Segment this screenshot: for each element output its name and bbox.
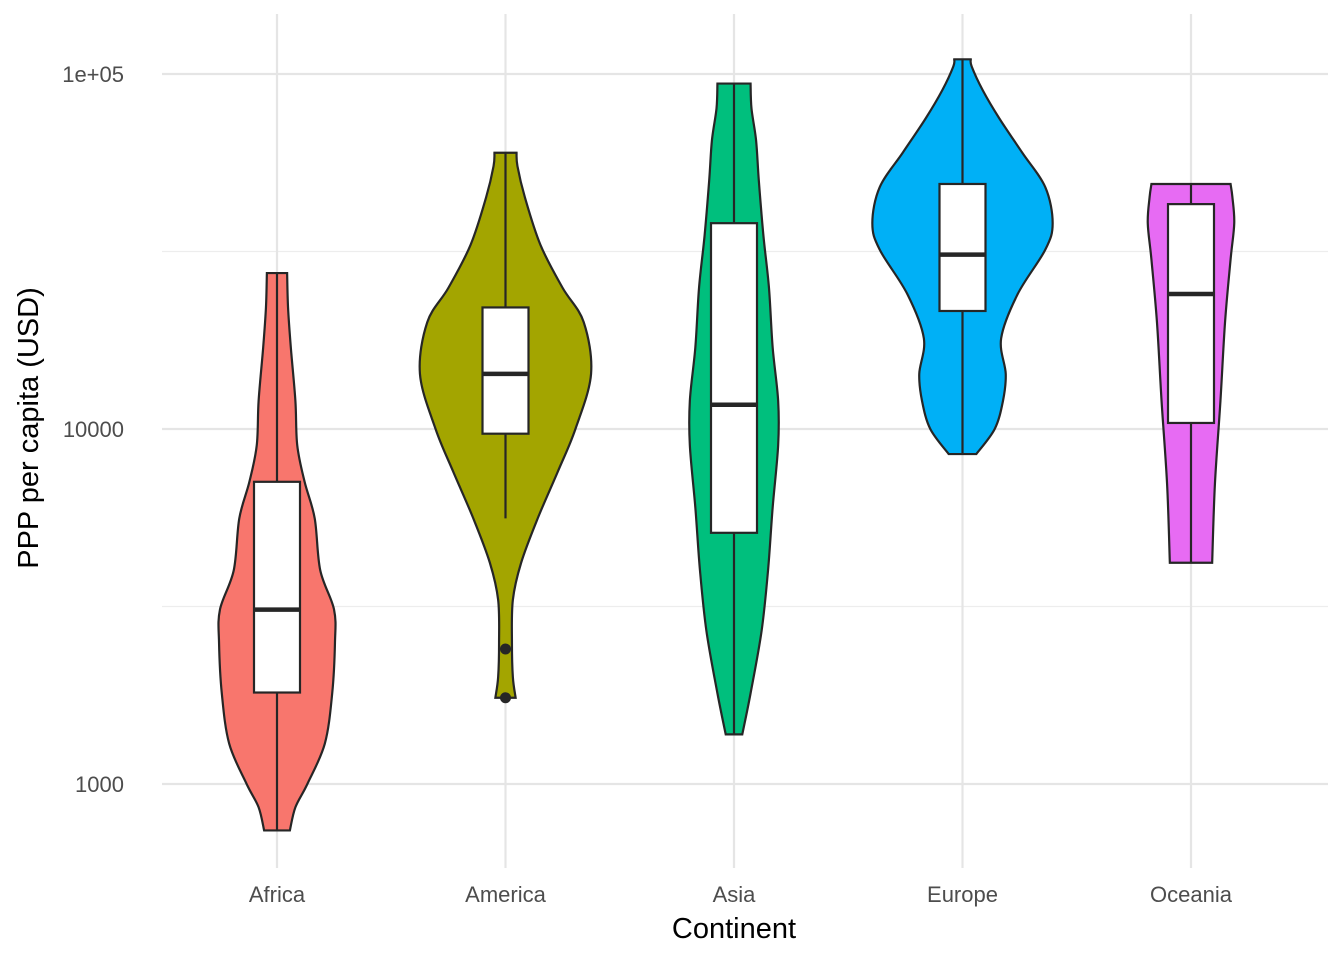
x-tick-label: America <box>465 882 546 907</box>
y-tick-label: 1000 <box>75 772 124 797</box>
x-axis-title: Continent <box>672 913 796 945</box>
y-tick-label: 1e+05 <box>62 62 124 87</box>
violin-group-africa <box>217 271 337 832</box>
box-iqr <box>938 182 987 313</box>
y-axis-ticks: 1000 10000 1e+05 <box>62 62 124 797</box>
box-iqr <box>709 222 759 534</box>
x-tick-label: Africa <box>249 882 306 907</box>
box-iqr <box>1166 203 1216 425</box>
x-tick-label: Europe <box>927 882 998 907</box>
x-tick-label: Oceania <box>1150 882 1233 907</box>
violins-layer <box>217 58 1236 832</box>
violin-group-oceania <box>1146 182 1236 564</box>
box-iqr <box>481 306 530 435</box>
y-tick-label: 10000 <box>63 417 124 442</box>
x-tick-label: Asia <box>713 882 757 907</box>
outlier-point <box>500 643 511 655</box>
y-axis-title: PPP per capita (USD) <box>13 287 45 569</box>
violin-group-asia <box>688 82 780 736</box>
violin-group-america <box>418 151 593 704</box>
box-iqr <box>252 480 302 694</box>
x-axis-ticks: Africa America Asia Europe Oceania <box>249 882 1233 907</box>
outlier-point <box>500 692 511 704</box>
violin-group-europe <box>871 58 1054 456</box>
